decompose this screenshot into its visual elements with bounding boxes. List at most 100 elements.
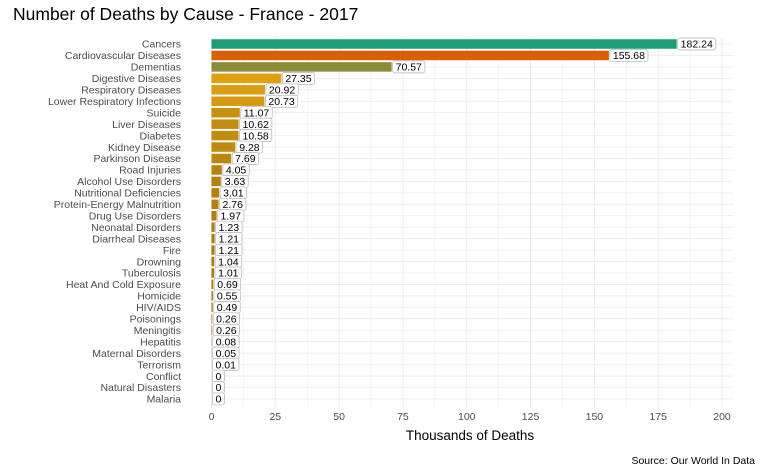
data-label: 9.28 bbox=[235, 140, 263, 154]
x-tick-label: 50 bbox=[333, 411, 345, 423]
category-label: Protein-Energy Malnutrition bbox=[54, 199, 181, 211]
data-label-text: 0.08 bbox=[216, 336, 237, 348]
data-label: 0.01 bbox=[212, 358, 240, 371]
data-label-text: 155.68 bbox=[613, 50, 645, 62]
data-label: 3.01 bbox=[219, 186, 247, 200]
data-label-text: 0.55 bbox=[217, 291, 238, 303]
category-label: Poisonings bbox=[130, 314, 181, 326]
x-tick-labels: 0 25 50 75 100 125 150 175 200 bbox=[209, 411, 731, 423]
bar bbox=[211, 245, 215, 255]
data-label: 11.07 bbox=[240, 106, 273, 119]
data-label: 0 bbox=[212, 381, 225, 394]
data-label: 1.97 bbox=[217, 209, 245, 222]
data-label-box bbox=[392, 60, 426, 74]
category-label: Alcohol Use Disorders bbox=[77, 176, 181, 188]
category-label: Kidney Disease bbox=[108, 142, 181, 154]
x-tick-label: 0 bbox=[209, 411, 215, 423]
bar bbox=[211, 62, 392, 72]
data-label-text: 0 bbox=[216, 394, 222, 406]
data-label: 1.04 bbox=[214, 255, 242, 268]
category-label: Parkinson Disease bbox=[93, 153, 181, 165]
data-label-box bbox=[609, 49, 649, 62]
data-label-text: 1.21 bbox=[219, 245, 240, 257]
data-label-text: 2.76 bbox=[223, 199, 244, 211]
data-label: 0.69 bbox=[213, 278, 242, 291]
data-label-text: 0.26 bbox=[216, 314, 237, 326]
category-label: Conflict bbox=[146, 371, 181, 383]
data-label: 4.05 bbox=[222, 163, 250, 177]
data-label-text: 182.24 bbox=[681, 39, 713, 51]
data-label: 0.26 bbox=[212, 323, 240, 337]
data-label: 3.63 bbox=[221, 175, 249, 188]
data-label-text: 4.05 bbox=[226, 165, 247, 177]
source-note: Source: Our World In Data bbox=[631, 455, 755, 467]
category-label: Suicide bbox=[147, 107, 182, 119]
data-label: 182.24 bbox=[677, 37, 717, 51]
data-label-text: 10.58 bbox=[243, 130, 269, 142]
data-label: 0.05 bbox=[212, 346, 240, 360]
x-axis-label: Thousands of Deaths bbox=[406, 428, 535, 443]
bar bbox=[211, 188, 220, 198]
category-label: Tuberculosis bbox=[122, 268, 181, 280]
data-label: 10.58 bbox=[239, 129, 273, 142]
x-tick-label: 75 bbox=[397, 411, 409, 423]
data-label-box bbox=[265, 94, 299, 108]
bar bbox=[211, 279, 214, 290]
data-label: 0.08 bbox=[212, 335, 240, 348]
data-label-text: 0 bbox=[216, 371, 222, 383]
category-label: Meningitis bbox=[134, 325, 181, 337]
data-label-text: 3.01 bbox=[223, 188, 244, 200]
bar bbox=[211, 325, 213, 335]
category-label: Natural Disasters bbox=[100, 382, 181, 394]
category-label: Terrorism bbox=[137, 359, 181, 371]
data-label: 0.49 bbox=[213, 301, 241, 314]
category-label: Diarrheal Diseases bbox=[92, 233, 181, 245]
data-label-text: 0.49 bbox=[217, 302, 238, 314]
bar bbox=[211, 211, 217, 221]
bar bbox=[211, 165, 222, 175]
data-label: 27.35 bbox=[281, 71, 315, 85]
data-label-box bbox=[212, 392, 225, 406]
data-label: 0.26 bbox=[212, 312, 240, 326]
data-label-box bbox=[281, 71, 315, 85]
category-label: Liver Diseases bbox=[112, 119, 181, 131]
bar bbox=[211, 153, 232, 164]
chart-title: Number of Deaths by Cause - France - 201… bbox=[13, 4, 359, 24]
data-label: 7.69 bbox=[231, 152, 259, 165]
data-label-text: 10.62 bbox=[243, 119, 269, 131]
x-tick-label: 150 bbox=[586, 411, 604, 423]
category-label: Homicide bbox=[137, 291, 181, 303]
data-label: 0 bbox=[212, 369, 225, 383]
category-label: Dementias bbox=[131, 62, 181, 74]
grid-lines bbox=[211, 38, 734, 408]
data-labels: 182.24155.6870.5727.3520.9220.7311.0710.… bbox=[212, 37, 717, 406]
data-label-text: 1.01 bbox=[218, 268, 239, 280]
x-tick-label: 200 bbox=[713, 411, 731, 423]
data-label-text: 0.69 bbox=[217, 279, 238, 291]
data-label-text: 27.35 bbox=[285, 73, 311, 85]
category-label: Cancers bbox=[142, 39, 181, 51]
category-label: Fire bbox=[163, 245, 181, 257]
bar bbox=[211, 85, 265, 95]
x-tick-label: 100 bbox=[458, 411, 476, 423]
bar bbox=[211, 291, 213, 301]
data-label-box bbox=[212, 358, 240, 371]
data-label: 10.62 bbox=[239, 117, 273, 131]
bar bbox=[211, 130, 239, 141]
category-label: Drug Use Disorders bbox=[89, 210, 181, 222]
category-label: HIV/AIDS bbox=[136, 302, 181, 314]
data-label: 0 bbox=[212, 392, 225, 406]
bar bbox=[211, 256, 215, 267]
data-label-text: 70.57 bbox=[396, 62, 422, 74]
data-label: 1.01 bbox=[214, 266, 242, 280]
data-label-text: 0.05 bbox=[216, 348, 237, 360]
data-label-text: 0 bbox=[216, 382, 222, 394]
data-label-box bbox=[677, 37, 717, 51]
data-label-text: 0.26 bbox=[216, 325, 237, 337]
bar bbox=[211, 39, 677, 49]
data-label-text: 20.92 bbox=[269, 85, 295, 97]
bar bbox=[211, 314, 213, 324]
bar bbox=[211, 73, 282, 84]
data-label-text: 9.28 bbox=[239, 142, 260, 154]
